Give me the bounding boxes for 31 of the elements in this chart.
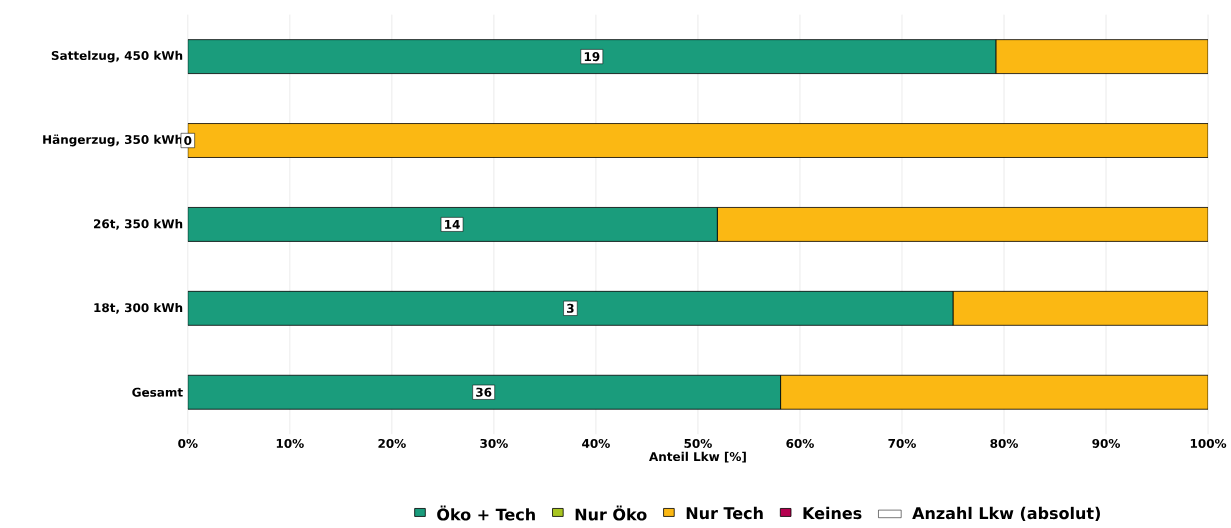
legend-label: Anzahl Lkw (absolut) (912, 507, 1100, 522)
x-axis-title: Anteil Lkw [%] (649, 451, 746, 463)
x-tick-label: 80% (990, 439, 1018, 449)
legend-label: Nur Tech (686, 507, 763, 520)
x-tick-label: 40% (582, 439, 610, 449)
x-tick-label: 30% (480, 439, 508, 449)
x-tick-label: 10% (276, 439, 304, 449)
y-tick-label: 26t, 350 kWh (93, 219, 183, 231)
legend-label: Nur Öko (575, 505, 647, 521)
x-tick-label: 0% (178, 439, 198, 449)
x-tick-label: 90% (1092, 439, 1120, 449)
bar (187, 39, 997, 75)
annotation: 3 (567, 303, 574, 314)
bar (187, 207, 718, 242)
x-tick-label: 100% (1190, 439, 1227, 449)
x-tick-label: 20% (378, 439, 406, 449)
y-tick-label: 18t, 300 kWh (94, 303, 183, 314)
x-tick-label: 60% (786, 439, 814, 449)
x-tick-label: 50% (684, 439, 712, 449)
annotation: 0 (184, 136, 192, 146)
y-tick-label: Gesamt (132, 387, 183, 397)
legend-label: Öko + Tech (437, 505, 535, 521)
annotation: 14 (445, 220, 460, 229)
legend-label: Keines (803, 507, 862, 520)
annotation: 36 (476, 387, 492, 397)
annotation: 19 (584, 52, 600, 62)
x-tick-label: 70% (888, 439, 916, 449)
bar (187, 375, 781, 410)
y-tick-label: Hängerzug, 350 kWh (43, 134, 183, 147)
bar (187, 291, 954, 326)
y-tick-label: Sattelzug, 450 kWh (51, 50, 183, 63)
